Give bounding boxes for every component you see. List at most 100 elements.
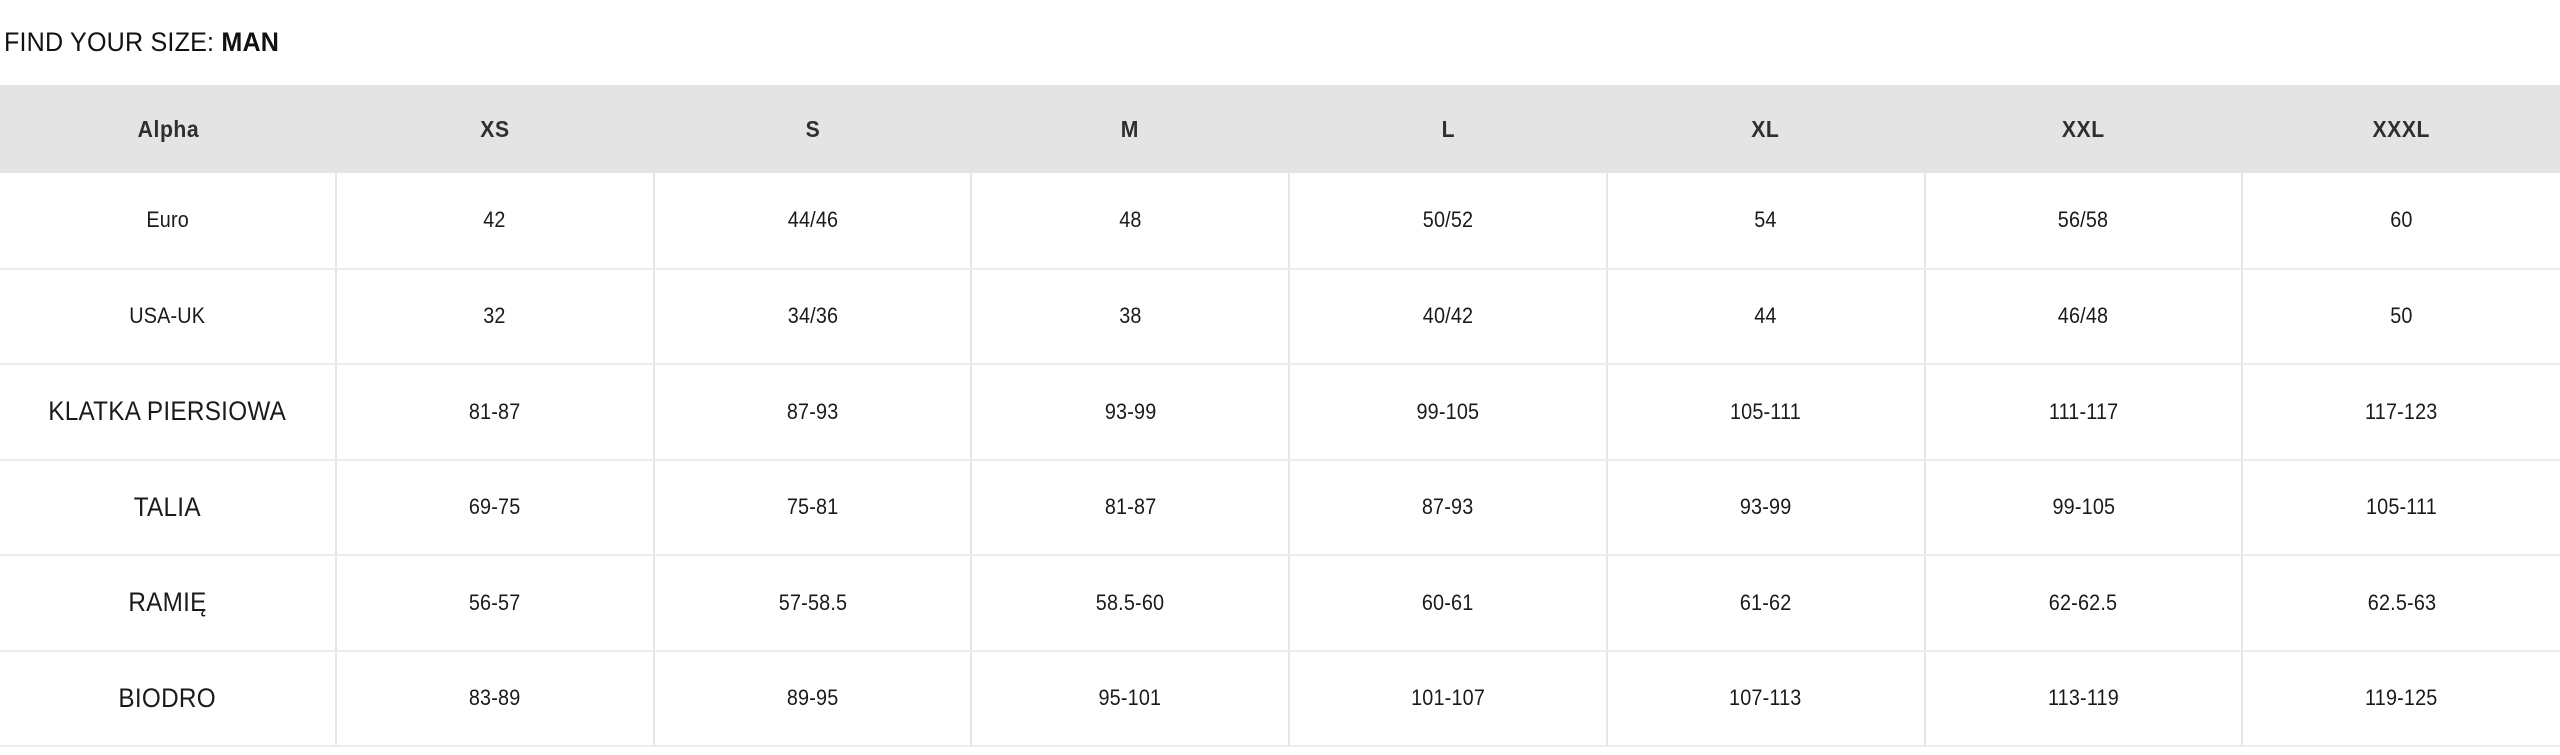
column-header-label: XS bbox=[480, 115, 510, 142]
cell-chest-xl: 105-111 bbox=[1606, 364, 1926, 461]
cell-value: 93-99 bbox=[1739, 494, 1792, 520]
cell-shoulder-s: 57-58.5 bbox=[653, 555, 973, 652]
cell-value: 60 bbox=[2390, 207, 2413, 233]
cell-hip-xxl: 113-119 bbox=[1924, 650, 2244, 747]
table-row: USA-UK 32 34/36 38 40/42 44 46/48 50 bbox=[0, 268, 2560, 365]
column-header-m: M bbox=[971, 85, 1290, 173]
cell-value: 93-99 bbox=[1104, 398, 1157, 424]
size-chart-table: Alpha XS S M L XL XXL XXXL Euro 42 44/46… bbox=[0, 85, 2560, 747]
column-header-alpha: Alpha bbox=[0, 85, 337, 173]
row-label-euro: Euro bbox=[0, 173, 338, 270]
cell-chest-s: 87-93 bbox=[653, 364, 973, 461]
row-label-klatka-piersiowa: KLATKA PIERSIOWA bbox=[0, 364, 338, 461]
cell-euro-l: 50/52 bbox=[1289, 173, 1608, 270]
row-label-usa-uk: USA-UK bbox=[0, 268, 338, 365]
cell-waist-xxxl: 105-111 bbox=[2242, 459, 2560, 556]
cell-hip-xxxl: 119-125 bbox=[2242, 650, 2560, 747]
cell-hip-s: 89-95 bbox=[653, 650, 973, 747]
cell-value: 40/42 bbox=[1422, 303, 1474, 329]
table-row: BIODRO 83-89 89-95 95-101 101-107 107-11… bbox=[0, 650, 2560, 747]
cell-usauk-xl: 44 bbox=[1606, 268, 1926, 365]
column-header-xxl: XXL bbox=[1924, 85, 2243, 173]
page-title: FIND YOUR SIZE: MAN bbox=[0, 0, 2560, 85]
cell-value: 61-62 bbox=[1739, 589, 1792, 615]
cell-euro-xs: 42 bbox=[336, 173, 655, 270]
cell-value: 44/46 bbox=[787, 207, 838, 233]
cell-usauk-s: 34/36 bbox=[653, 268, 973, 365]
cell-usauk-m: 38 bbox=[971, 268, 1291, 365]
header-row: Alpha XS S M L XL XXL XXXL bbox=[0, 85, 2560, 173]
table-body: Euro 42 44/46 48 50/52 54 56/58 60 USA-U… bbox=[0, 173, 2560, 747]
cell-hip-xl: 107-113 bbox=[1606, 650, 1926, 747]
cell-value: 44 bbox=[1754, 303, 1777, 329]
table-row: RAMIĘ 56-57 57-58.5 58.5-60 60-61 61-62 … bbox=[0, 555, 2560, 652]
column-header-label: XXXL bbox=[2372, 115, 2430, 142]
cell-value: 60-61 bbox=[1422, 589, 1474, 615]
cell-value: 50/52 bbox=[1422, 207, 1474, 233]
cell-value: 99-105 bbox=[1416, 398, 1480, 424]
cell-euro-s: 44/46 bbox=[653, 173, 973, 270]
cell-usauk-xxl: 46/48 bbox=[1924, 268, 2244, 365]
cell-hip-m: 95-101 bbox=[971, 650, 1291, 747]
row-label-text: RAMIĘ bbox=[128, 587, 207, 618]
column-header-label: XXL bbox=[2061, 115, 2105, 142]
cell-chest-m: 93-99 bbox=[971, 364, 1291, 461]
cell-value: 107-113 bbox=[1729, 685, 1802, 711]
cell-value: 95-101 bbox=[1098, 685, 1162, 711]
cell-shoulder-l: 60-61 bbox=[1289, 555, 1608, 652]
cell-chest-xxl: 111-117 bbox=[1924, 364, 2244, 461]
row-label-text: BIODRO bbox=[118, 682, 217, 713]
cell-chest-xs: 81-87 bbox=[336, 364, 655, 461]
cell-value: 99-105 bbox=[2052, 494, 2115, 520]
cell-shoulder-xxxl: 62.5-63 bbox=[2242, 555, 2560, 652]
row-label-text: USA-UK bbox=[129, 303, 206, 329]
cell-value: 48 bbox=[1119, 207, 1142, 233]
cell-value: 38 bbox=[1119, 303, 1142, 329]
cell-value: 57-58.5 bbox=[778, 589, 847, 615]
cell-value: 105-111 bbox=[1730, 398, 1802, 424]
cell-value: 81-87 bbox=[1104, 494, 1157, 520]
cell-value: 42 bbox=[483, 207, 507, 233]
cell-value: 46/48 bbox=[2058, 303, 2109, 329]
column-header-label: M bbox=[1121, 115, 1140, 142]
row-label-text: KLATKA PIERSIOWA bbox=[48, 396, 287, 427]
column-header-l: L bbox=[1289, 85, 1607, 173]
cell-value: 32 bbox=[483, 303, 507, 329]
table-row: Euro 42 44/46 48 50/52 54 56/58 60 bbox=[0, 173, 2560, 270]
cell-shoulder-m: 58.5-60 bbox=[971, 555, 1291, 652]
cell-euro-xxl: 56/58 bbox=[1924, 173, 2244, 270]
row-label-biodro: BIODRO bbox=[0, 650, 338, 747]
row-label-text: Euro bbox=[146, 207, 189, 233]
table-row: TALIA 69-75 75-81 81-87 87-93 93-99 99-1… bbox=[0, 459, 2560, 556]
cell-waist-xxl: 99-105 bbox=[1924, 459, 2244, 556]
column-header-label: L bbox=[1441, 115, 1455, 142]
cell-value: 54 bbox=[1754, 207, 1777, 233]
cell-value: 56-57 bbox=[469, 589, 521, 615]
cell-value: 119-125 bbox=[2365, 685, 2438, 711]
column-header-s: S bbox=[653, 85, 972, 173]
cell-value: 34/36 bbox=[787, 303, 838, 329]
cell-value: 58.5-60 bbox=[1096, 589, 1165, 615]
cell-value: 75-81 bbox=[786, 494, 839, 520]
cell-waist-s: 75-81 bbox=[653, 459, 973, 556]
cell-waist-l: 87-93 bbox=[1289, 459, 1608, 556]
cell-waist-xl: 93-99 bbox=[1606, 459, 1926, 556]
cell-value: 89-95 bbox=[786, 685, 839, 711]
cell-value: 111-117 bbox=[2048, 398, 2119, 424]
cell-usauk-xxxl: 50 bbox=[2242, 268, 2560, 365]
cell-euro-xxxl: 60 bbox=[2242, 173, 2560, 270]
column-header-xxxl: XXXL bbox=[2242, 85, 2560, 173]
cell-chest-l: 99-105 bbox=[1289, 364, 1608, 461]
cell-value: 117-123 bbox=[2365, 398, 2438, 424]
cell-value: 69-75 bbox=[469, 494, 521, 520]
cell-waist-xs: 69-75 bbox=[336, 459, 655, 556]
column-header-xl: XL bbox=[1606, 85, 1925, 173]
row-label-ramie: RAMIĘ bbox=[0, 555, 338, 652]
column-header-label: Alpha bbox=[137, 115, 199, 142]
cell-waist-m: 81-87 bbox=[971, 459, 1291, 556]
cell-value: 62.5-63 bbox=[2367, 589, 2436, 615]
cell-value: 62-62.5 bbox=[2049, 589, 2118, 615]
cell-value: 113-119 bbox=[2047, 685, 2119, 711]
cell-hip-l: 101-107 bbox=[1289, 650, 1608, 747]
cell-value: 101-107 bbox=[1411, 685, 1485, 711]
